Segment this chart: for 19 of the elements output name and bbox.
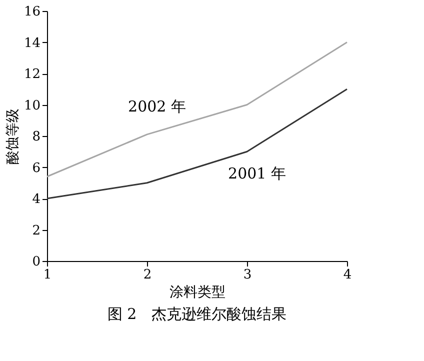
x-axis-title: 涂料类型	[170, 284, 226, 300]
y-tick-label: 10	[24, 98, 40, 114]
y-tick-label: 2	[32, 223, 40, 238]
x-tick-label: 4	[343, 268, 352, 282]
y-axis-title: 酸蚀等级	[4, 108, 21, 164]
y-tick-label: 12	[24, 67, 40, 82]
series-label: 2002 年	[128, 97, 186, 116]
text: 图 2 杰克逊维尔酸蚀结果	[107, 305, 287, 323]
y-tick-label: 4	[32, 192, 40, 207]
x-tick-label: 2	[143, 268, 152, 282]
y-tick-label: 16	[24, 4, 40, 20]
series-label: 2001 年	[228, 164, 286, 183]
x-tick-label: 1	[43, 268, 52, 282]
y-tick-label: 0	[32, 254, 40, 270]
y-tick-label: 8	[32, 130, 40, 144]
y-tick-label: 14	[24, 36, 40, 51]
y-tick-label: 6	[32, 160, 40, 176]
line-series	[46, 88, 348, 200]
x-tick-label: 3	[243, 268, 252, 282]
